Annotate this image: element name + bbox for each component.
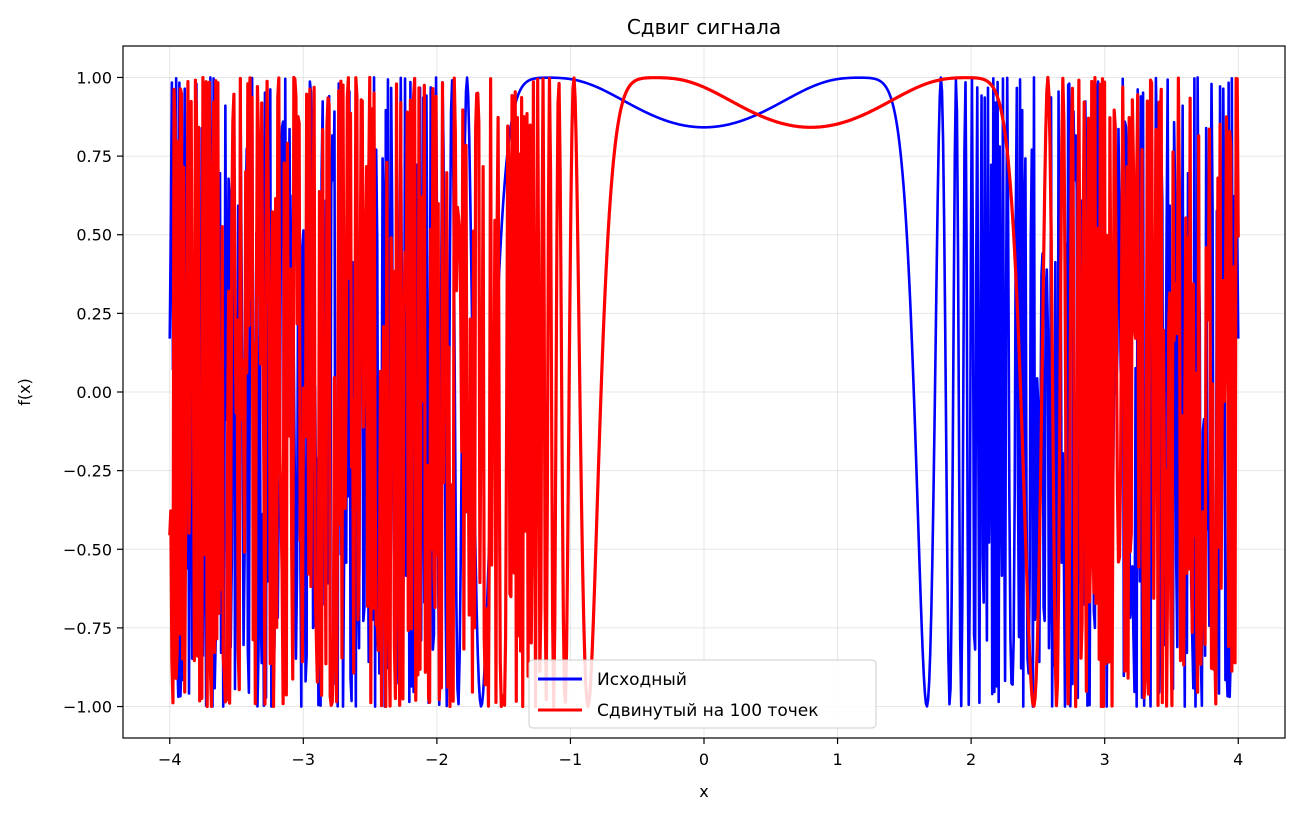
x-tick-label: −3	[292, 750, 316, 769]
x-tick-label: 1	[832, 750, 842, 769]
legend-box	[528, 659, 877, 729]
y-tick-label: 0.75	[76, 147, 112, 166]
y-axis-title: f(x)	[15, 378, 34, 406]
x-tick-label: 2	[966, 750, 976, 769]
legend-label-shifted: Сдвинутый на 100 точек	[597, 701, 819, 721]
x-axis: −4 −3 −2 −1 0 1 2 3 4	[158, 738, 1243, 769]
y-tick-label: −1.00	[63, 698, 112, 717]
y-tick-label: 0.25	[76, 304, 112, 323]
x-axis-title: x	[699, 782, 708, 801]
y-tick-label: −0.75	[63, 619, 112, 638]
y-tick-label: 0.00	[76, 383, 112, 402]
y-tick-label: 0.50	[76, 226, 112, 245]
chart-title: Сдвиг сигнала	[627, 15, 781, 39]
plot-series	[168, 75, 1240, 709]
y-axis: 1.00 0.75 0.50 0.25 0.00 −0.25 −0.50 −0.75 −1.00	[63, 68, 123, 717]
legend-label-original: Исходный	[597, 670, 687, 690]
series-line-shifted	[168, 75, 1240, 709]
y-tick-label: −0.25	[63, 462, 112, 481]
x-tick-label: 0	[699, 750, 709, 769]
x-tick-label: −2	[425, 750, 449, 769]
x-tick-label: 3	[1100, 750, 1110, 769]
legend: Исходный Сдвинутый на 100 точек	[528, 659, 877, 729]
x-tick-label: −1	[559, 750, 583, 769]
x-tick-label: −4	[158, 750, 182, 769]
x-tick-label: 4	[1233, 750, 1243, 769]
y-tick-label: −0.50	[63, 540, 112, 559]
y-tick-label: 1.00	[76, 68, 112, 87]
